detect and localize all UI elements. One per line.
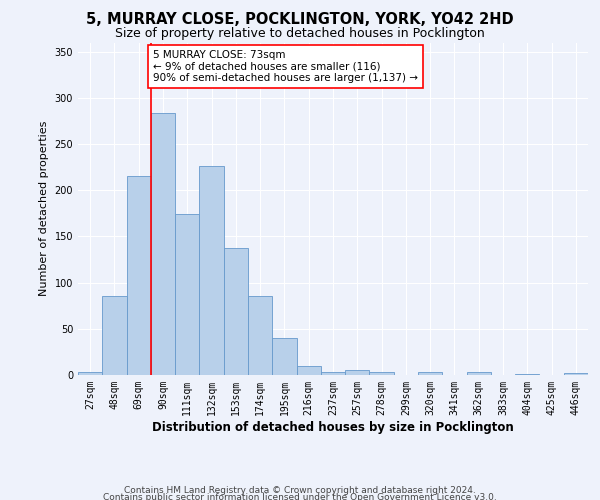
Bar	[515, 374, 539, 375]
Bar	[102, 296, 127, 375]
Bar	[199, 166, 224, 375]
Bar	[467, 372, 491, 375]
Bar	[248, 296, 272, 375]
Bar	[224, 248, 248, 375]
Bar	[78, 372, 102, 375]
Bar	[321, 372, 345, 375]
Y-axis label: Number of detached properties: Number of detached properties	[39, 121, 49, 296]
Text: 5, MURRAY CLOSE, POCKLINGTON, YORK, YO42 2HD: 5, MURRAY CLOSE, POCKLINGTON, YORK, YO42…	[86, 12, 514, 28]
Bar	[345, 370, 370, 375]
Bar	[127, 176, 151, 375]
Text: Size of property relative to detached houses in Pocklington: Size of property relative to detached ho…	[115, 28, 485, 40]
Bar	[272, 338, 296, 375]
Bar	[418, 372, 442, 375]
Bar	[296, 366, 321, 375]
X-axis label: Distribution of detached houses by size in Pocklington: Distribution of detached houses by size …	[152, 420, 514, 434]
Bar	[370, 372, 394, 375]
Text: Contains public sector information licensed under the Open Government Licence v3: Contains public sector information licen…	[103, 493, 497, 500]
Bar	[175, 214, 199, 375]
Text: 5 MURRAY CLOSE: 73sqm
← 9% of detached houses are smaller (116)
90% of semi-deta: 5 MURRAY CLOSE: 73sqm ← 9% of detached h…	[153, 50, 418, 83]
Bar	[151, 112, 175, 375]
Text: Contains HM Land Registry data © Crown copyright and database right 2024.: Contains HM Land Registry data © Crown c…	[124, 486, 476, 495]
Bar	[564, 373, 588, 375]
